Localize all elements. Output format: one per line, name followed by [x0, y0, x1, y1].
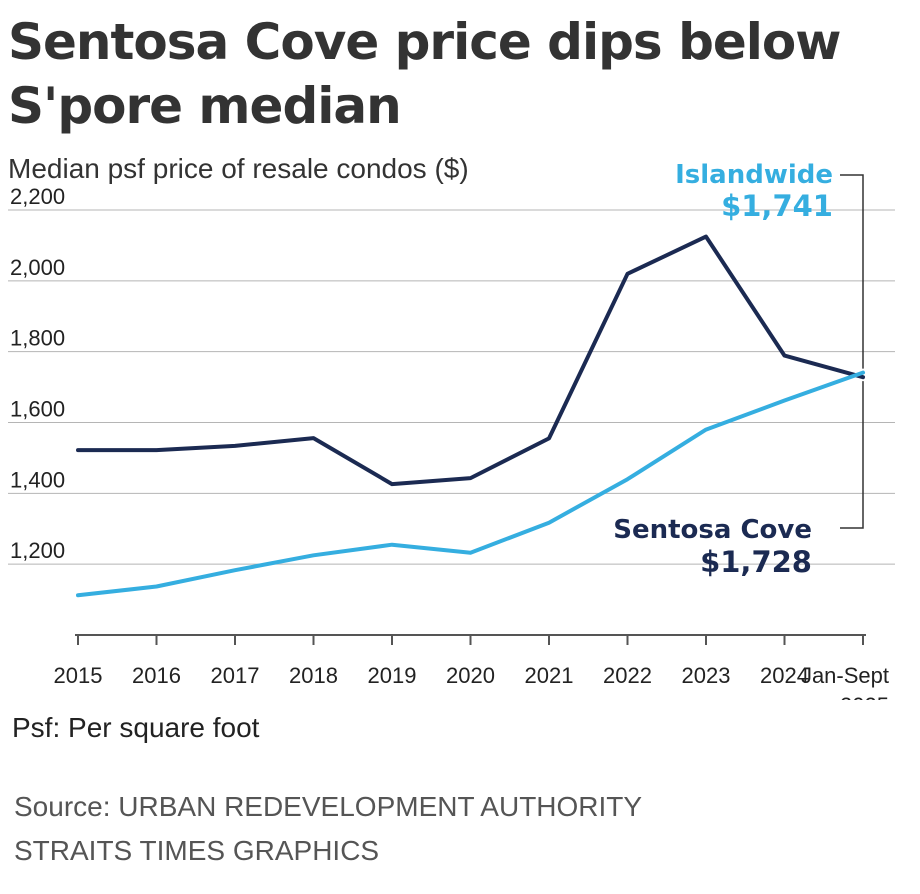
y-tick-label: 2,200: [10, 184, 65, 209]
sentosa-cove-series-line: [76, 234, 865, 487]
x-tick-label: 2018: [289, 663, 338, 688]
chart-title-line-1: Sentosa Cove price dips below: [8, 13, 841, 71]
islandwide-value-label: $1,741: [721, 189, 833, 223]
source-credit: Source: URBAN REDEVELOPMENT AUTHORITY ST…: [14, 785, 642, 873]
x-tick-label-line: 2015: [54, 663, 103, 688]
x-tick-label: 2017: [211, 663, 260, 688]
x-tick-label-line: Jan-Sept: [801, 663, 889, 688]
credit-line: STRAITS TIMES GRAPHICS: [14, 835, 380, 866]
islandwide-leader-line: [840, 174, 864, 369]
x-tick-label-line: 2021: [525, 663, 574, 688]
line-chart: 1,200 1,400 1,600 1,800 2,000 2,200 2015 2016 20…: [8, 160, 895, 700]
islandwide-series-line: [76, 370, 865, 598]
y-tick-label: 1,400: [10, 467, 65, 492]
x-tick-label-line: 2024: [760, 663, 809, 688]
x-tick-label: 2020: [446, 663, 495, 688]
chart-title-line-2: S'pore median: [8, 77, 402, 135]
x-tick-label: 2015: [54, 663, 103, 688]
x-tick-label-line: 2020: [446, 663, 495, 688]
chart-subtitle: Median psf price of resale condos ($): [8, 153, 469, 184]
islandwide-label: Islandwide: [675, 160, 833, 190]
y-tick-label: 2,000: [10, 255, 65, 280]
sentosa-cove-value-label: $1,728: [700, 545, 812, 579]
x-tick-label: 2019: [368, 663, 417, 688]
x-tick-label: Jan-Sept 2025: [801, 663, 889, 700]
x-tick-label: 2024: [760, 663, 809, 688]
sentosa-cove-label: Sentosa Cove: [613, 515, 812, 545]
y-tick-label: 1,600: [10, 397, 65, 422]
x-tick-label-line: 2017: [211, 663, 260, 688]
y-tick-label: 1,800: [10, 326, 65, 351]
x-tick-label-line: 2019: [368, 663, 417, 688]
x-tick-label: 2021: [525, 663, 574, 688]
footnote: Psf: Per square foot: [12, 712, 260, 743]
x-tick-label-line: 2023: [682, 663, 731, 688]
sentosa-leader-line: [840, 381, 864, 529]
source-line: Source: URBAN REDEVELOPMENT AUTHORITY: [14, 791, 643, 822]
x-tick-label-line: 2016: [132, 663, 181, 688]
x-tick-label: 2022: [603, 663, 652, 688]
x-tick-label: 2016: [132, 663, 181, 688]
y-tick-label: 1,200: [10, 538, 65, 563]
chart-title: Sentosa Cove price dips below S'pore med…: [8, 10, 908, 138]
x-tick-label: 2023: [682, 663, 731, 688]
x-tick-label-line: 2022: [603, 663, 652, 688]
x-tick-label-line: 2018: [289, 663, 338, 688]
x-tick-label-line: 2025: [840, 693, 889, 700]
